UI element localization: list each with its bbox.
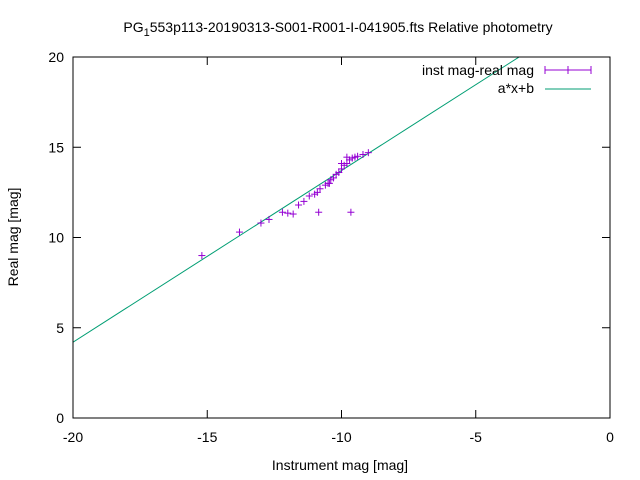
data-point bbox=[313, 188, 321, 196]
data-point bbox=[338, 159, 345, 167]
x-tick-label: -5 bbox=[470, 429, 483, 445]
chart-title: PG1553p113-20190313-S001-R001-I-041905.f… bbox=[123, 19, 552, 39]
data-point bbox=[300, 197, 308, 205]
chart-title-subscript: 1 bbox=[144, 27, 150, 39]
data-point bbox=[316, 185, 324, 193]
y-tick-label: 0 bbox=[56, 410, 64, 426]
data-point bbox=[257, 219, 265, 227]
legend: inst mag-real mag a*x+b bbox=[422, 62, 592, 96]
x-tick-label: -20 bbox=[63, 429, 83, 445]
data-point bbox=[325, 179, 333, 187]
data-point bbox=[295, 201, 303, 209]
data-point bbox=[329, 174, 337, 182]
x-tick-label: -10 bbox=[331, 429, 351, 445]
x-tick-label: -15 bbox=[197, 429, 217, 445]
y-axis-ticks: 0 5 10 15 20 bbox=[48, 49, 610, 426]
x-tick-label: 0 bbox=[606, 429, 614, 445]
data-point bbox=[315, 208, 323, 216]
y-tick-label: 20 bbox=[48, 49, 64, 65]
y-axis-label: Real mag [mag] bbox=[5, 188, 21, 287]
plot-frame bbox=[72, 56, 611, 419]
data-point bbox=[198, 252, 206, 260]
data-point bbox=[335, 169, 343, 177]
data-point bbox=[354, 152, 362, 160]
data-point bbox=[305, 192, 313, 200]
legend-label-data: inst mag-real mag bbox=[422, 62, 534, 78]
legend-label-fit: a*x+b bbox=[498, 80, 534, 96]
data-point bbox=[278, 208, 286, 216]
data-point bbox=[343, 153, 351, 161]
x-axis-ticks: -20 -15 -10 -5 0 bbox=[63, 57, 614, 445]
data-point bbox=[289, 210, 297, 218]
data-point bbox=[364, 149, 372, 157]
y-tick-label: 10 bbox=[48, 230, 64, 246]
data-point bbox=[284, 209, 292, 217]
chart-title-rest: 553p113-20190313-S001-R001-I-041905.fts … bbox=[150, 19, 553, 35]
data-point bbox=[265, 215, 273, 223]
y-tick-label: 5 bbox=[56, 320, 64, 336]
data-point bbox=[347, 208, 355, 216]
data-points-group bbox=[198, 149, 372, 260]
chart-title-main: PG bbox=[123, 19, 143, 35]
data-point bbox=[359, 150, 367, 158]
data-point bbox=[235, 228, 243, 236]
y-tick-label: 15 bbox=[48, 139, 64, 155]
x-axis-label: Instrument mag [mag] bbox=[272, 457, 408, 473]
